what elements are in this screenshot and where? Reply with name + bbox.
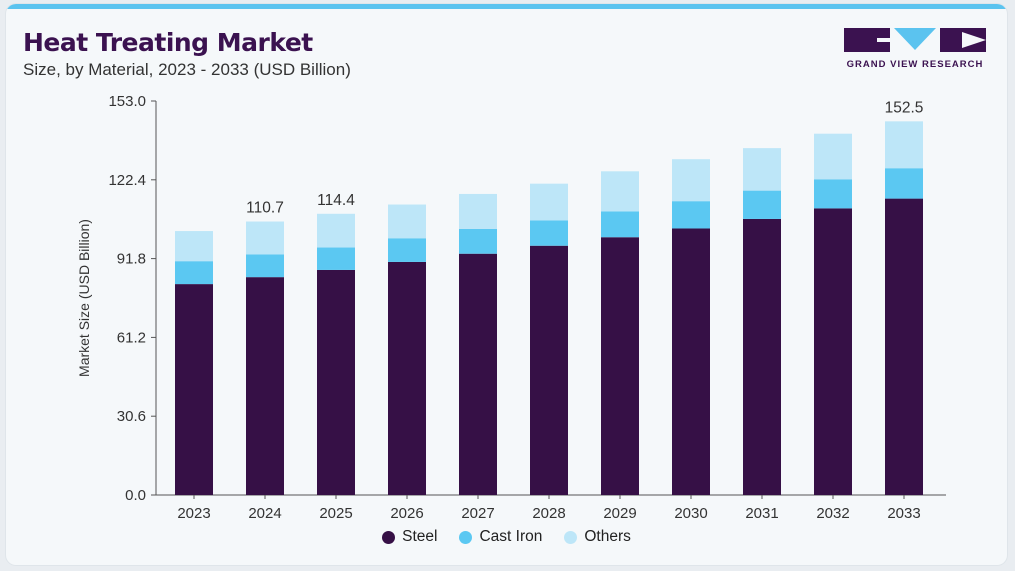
y-tick-label: 153.0 xyxy=(108,93,146,110)
legend-item-steel: Steel xyxy=(382,528,437,546)
bar-cast-iron-2026 xyxy=(388,238,426,262)
bar-others-2028 xyxy=(530,183,568,221)
x-tick-label: 2033 xyxy=(887,505,920,522)
x-tick-label: 2029 xyxy=(603,505,636,522)
bar-steel-2023 xyxy=(175,284,213,495)
bar-steel-2024 xyxy=(246,277,284,495)
legend-swatch-steel xyxy=(382,530,396,544)
stacked-bar-chart: 0.0 30.6 61.2 91.8 122.4 153.0 Market Size (US… xyxy=(76,93,946,522)
bar-cast-iron-2029 xyxy=(601,211,639,238)
bar-others-2032 xyxy=(814,133,852,180)
legend-swatch-cast-iron xyxy=(459,530,473,544)
y-axis-label: Market Size (USD Billion) xyxy=(76,219,92,377)
bar-cast-iron-2025 xyxy=(317,247,355,270)
chart-legend: Steel Cast Iron Others xyxy=(6,528,1007,546)
x-tick-label: 2026 xyxy=(390,505,423,522)
bar-cast-iron-2032 xyxy=(814,179,852,209)
data-label-2033: 152.5 xyxy=(885,99,924,116)
bar-others-2027 xyxy=(459,193,497,229)
legend-item-cast-iron: Cast Iron xyxy=(459,528,542,546)
bar-steel-2025 xyxy=(317,269,355,495)
bar-others-2031 xyxy=(743,148,781,191)
legend-item-others: Others xyxy=(564,528,631,546)
chart-subtitle: Size, by Material, 2023 - 2033 (USD Bill… xyxy=(23,60,351,79)
bar-steel-2026 xyxy=(388,261,426,495)
bar-steel-2028 xyxy=(530,245,568,495)
legend-label-others: Others xyxy=(584,528,631,545)
bar-others-2023 xyxy=(175,231,213,262)
bar-others-2026 xyxy=(388,204,426,239)
bar-others-2029 xyxy=(601,171,639,212)
x-tick-label: 2024 xyxy=(248,505,281,522)
y-tick-label: 0.0 xyxy=(125,487,146,504)
x-tick-label: 2027 xyxy=(461,505,494,522)
bar-steel-2032 xyxy=(814,208,852,495)
data-label-2025: 114.4 xyxy=(317,192,355,209)
x-tick-label: 2028 xyxy=(532,505,565,522)
legend-label-cast-iron: Cast Iron xyxy=(479,528,543,545)
legend-swatch-others xyxy=(564,530,578,544)
bar-cast-iron-2023 xyxy=(175,261,213,285)
bar-cast-iron-2030 xyxy=(672,201,710,229)
x-tick-label: 2032 xyxy=(816,505,849,522)
bar-steel-2027 xyxy=(459,253,497,495)
bar-others-2030 xyxy=(672,159,710,202)
x-tick-label: 2023 xyxy=(177,505,210,522)
bar-others-2025 xyxy=(317,213,355,248)
legend-label-steel: Steel xyxy=(402,528,438,545)
logo-text: GRAND VIEW RESEARCH xyxy=(846,59,984,70)
bar-steel-2031 xyxy=(743,218,781,495)
chart-title: Heat Treating Market xyxy=(23,28,313,57)
bar-cast-iron-2024 xyxy=(246,254,284,278)
bar-cast-iron-2028 xyxy=(530,220,568,246)
bar-others-2033 xyxy=(885,121,923,169)
y-tick-label: 122.4 xyxy=(108,172,146,189)
bar-cast-iron-2033 xyxy=(885,168,923,199)
chart-card: Heat Treating Market Size, by Material, … xyxy=(6,4,1007,565)
x-tick-label: 2025 xyxy=(319,505,352,522)
y-tick-label: 30.6 xyxy=(117,408,146,425)
x-tick-label: 2030 xyxy=(674,505,707,522)
y-tick-label: 61.2 xyxy=(117,329,146,346)
bar-cast-iron-2027 xyxy=(459,228,497,254)
gvr-logo-icon xyxy=(844,28,986,52)
bar-steel-2030 xyxy=(672,228,710,495)
y-tick-label: 91.8 xyxy=(117,251,146,268)
bar-cast-iron-2031 xyxy=(743,190,781,219)
data-label-2024: 110.7 xyxy=(246,200,284,217)
bar-others-2024 xyxy=(246,221,284,255)
accent-bar xyxy=(6,4,1007,9)
x-tick-label: 2031 xyxy=(745,505,778,522)
bar-steel-2029 xyxy=(601,237,639,496)
bar-steel-2033 xyxy=(885,198,923,495)
